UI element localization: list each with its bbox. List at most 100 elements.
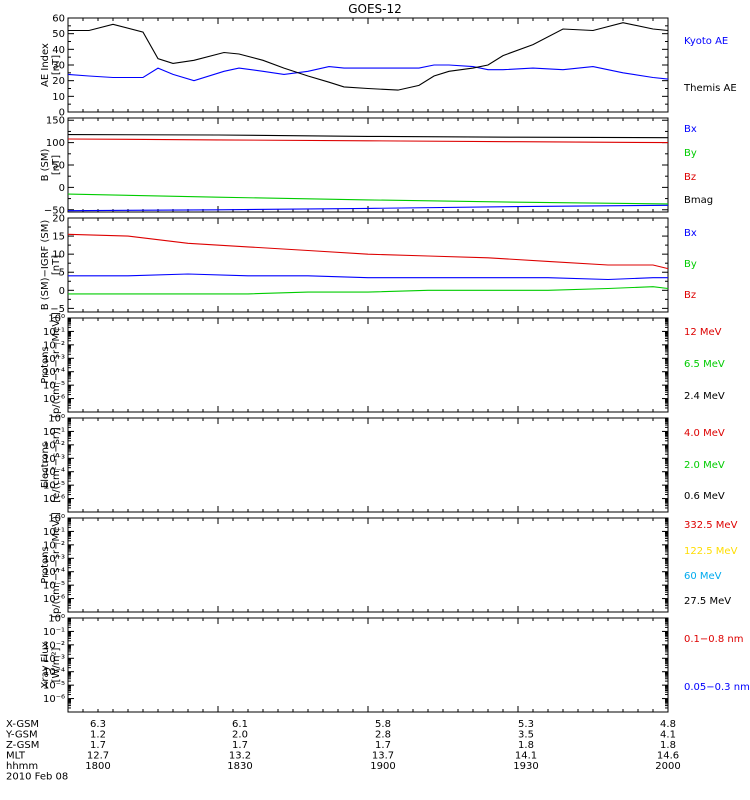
y-axis-label: [p/(cm²−s−sr−MeV)] bbox=[51, 312, 62, 418]
ephemeris-value: 2.8 bbox=[375, 730, 391, 741]
legend-entry: 60 MeV bbox=[684, 571, 722, 582]
y-tick-label: 10⁰ bbox=[48, 314, 65, 325]
y-axis-label: Protons bbox=[40, 546, 51, 583]
series-line bbox=[67, 134, 669, 139]
series-line bbox=[67, 204, 669, 212]
y-tick-label: 10⁻⁶ bbox=[43, 594, 65, 605]
y-tick-label: 100 bbox=[46, 138, 65, 149]
ephemeris-row-label: Z-GSM bbox=[6, 740, 39, 751]
series-line bbox=[67, 64, 669, 82]
y-tick-label: 10⁻³ bbox=[43, 354, 65, 365]
y-tick-label: 5 bbox=[59, 268, 65, 279]
y-tick-label: 10⁻¹ bbox=[43, 327, 65, 338]
legend-entry: 2.4 MeV bbox=[684, 391, 725, 402]
ephemeris-value: 5.3 bbox=[518, 719, 534, 730]
y-tick-label: 10⁻¹ bbox=[43, 627, 65, 638]
ephemeris-value: 4.8 bbox=[660, 719, 676, 730]
ephemeris-value: 6.3 bbox=[90, 719, 106, 730]
ephemeris-value: 13.7 bbox=[372, 751, 394, 762]
y-tick-label: 15 bbox=[52, 232, 65, 243]
legend-entry: Themis AE bbox=[683, 83, 737, 94]
y-axis-label: Electrons bbox=[40, 442, 51, 488]
ephemeris-row-label: hhmm bbox=[6, 761, 38, 772]
ephemeris-value: 13.2 bbox=[229, 751, 251, 762]
ephemeris-value: 1900 bbox=[370, 761, 395, 772]
y-axis-label: [nT] bbox=[51, 55, 62, 75]
ephemeris-value: 1.8 bbox=[660, 740, 676, 751]
y-tick-label: 10⁻³ bbox=[43, 654, 65, 665]
y-tick-label: −5 bbox=[50, 304, 65, 315]
ephemeris-row-label: Y-GSM bbox=[5, 730, 38, 741]
y-tick-label: 30 bbox=[52, 61, 65, 72]
plot-date: 2010 Feb 08 bbox=[6, 772, 68, 783]
y-tick-label: 10⁻⁶ bbox=[43, 494, 65, 505]
ephemeris-value: 14.6 bbox=[657, 751, 679, 762]
y-tick-label: 0 bbox=[59, 183, 65, 194]
panel-frame bbox=[67, 117, 669, 213]
y-tick-label: 10⁻¹ bbox=[43, 427, 65, 438]
y-tick-label: 10 bbox=[52, 250, 65, 261]
legend-entry: 0.6 MeV bbox=[684, 491, 725, 502]
y-tick-label: 40 bbox=[52, 45, 65, 56]
legend-entry: Bz bbox=[684, 172, 696, 183]
legend-entry: 0.1−0.8 nm bbox=[684, 634, 743, 645]
panel-frame bbox=[67, 517, 669, 613]
legend-entry: Bx bbox=[684, 228, 697, 239]
y-tick-label: 10⁻⁴ bbox=[43, 467, 65, 478]
ephemeris-value: 14.1 bbox=[515, 751, 537, 762]
ephemeris-value: 1.7 bbox=[90, 740, 106, 751]
series-line bbox=[68, 22, 669, 91]
y-tick-label: 10⁻² bbox=[43, 440, 65, 451]
panel-frame bbox=[67, 217, 669, 313]
y-tick-label: 10⁰ bbox=[48, 414, 65, 425]
y-axis-label: B (SM)−IGRF (SM) bbox=[40, 220, 51, 311]
ephemeris-value: 1.8 bbox=[518, 740, 534, 751]
y-axis-label: [e/(cm²−s−sr)] bbox=[51, 427, 62, 503]
panel-frame bbox=[67, 417, 669, 513]
series-line bbox=[67, 193, 669, 205]
y-axis-label: [p/(cm²−s−sr−MeV)] bbox=[51, 512, 62, 618]
y-tick-label: 10⁻⁴ bbox=[43, 367, 65, 378]
y-tick-label: 10⁻⁵ bbox=[43, 681, 65, 692]
legend-entry: Bmag bbox=[684, 195, 713, 206]
y-tick-label: 10⁻⁴ bbox=[43, 667, 65, 678]
y-tick-label: 0 bbox=[59, 108, 65, 119]
legend-entry: 332.5 MeV bbox=[684, 520, 738, 531]
y-tick-label: 10⁻⁶ bbox=[43, 694, 65, 705]
legend-entry: 2.0 MeV bbox=[684, 460, 725, 471]
y-axis-label: [W/m²] bbox=[51, 647, 62, 682]
ephemeris-row-label: MLT bbox=[6, 751, 26, 762]
y-tick-label: 0 bbox=[59, 286, 65, 297]
legend-entry: 27.5 MeV bbox=[684, 596, 731, 607]
ephemeris-value: 2.0 bbox=[232, 730, 248, 741]
series-line bbox=[68, 273, 668, 281]
panel-frame bbox=[67, 317, 669, 413]
y-tick-label: 20 bbox=[52, 214, 65, 225]
ephemeris-value: 1.7 bbox=[232, 740, 248, 751]
y-tick-label: 10 bbox=[52, 92, 65, 103]
y-tick-label: 50 bbox=[52, 161, 65, 172]
y-tick-label: 10⁻⁵ bbox=[43, 381, 65, 392]
y-axis-label: [nT] bbox=[51, 155, 62, 175]
legend-entry: Bz bbox=[684, 290, 696, 301]
y-tick-label: 10⁻⁵ bbox=[43, 581, 65, 592]
legend-entry: 0.05−0.3 nm bbox=[684, 682, 750, 693]
legend-entry: 6.5 MeV bbox=[684, 359, 725, 370]
legend-entry: Bx bbox=[684, 124, 697, 135]
ephemeris-value: 3.5 bbox=[518, 730, 534, 741]
y-tick-label: 10⁰ bbox=[48, 614, 65, 625]
y-tick-label: 10⁻² bbox=[43, 640, 65, 651]
y-tick-label: 10⁻⁶ bbox=[43, 394, 65, 405]
y-tick-label: 60 bbox=[52, 14, 65, 25]
ephemeris-value: 1830 bbox=[227, 761, 252, 772]
y-axis-label: Protons bbox=[40, 346, 51, 383]
y-tick-label: 10⁻⁴ bbox=[43, 567, 65, 578]
y-tick-label: 10⁻² bbox=[43, 540, 65, 551]
ephemeris-value: 1.7 bbox=[375, 740, 391, 751]
legend-entry: 4.0 MeV bbox=[684, 428, 725, 439]
y-axis-label: AE Index bbox=[40, 43, 51, 87]
ephemeris-value: 12.7 bbox=[87, 751, 109, 762]
y-axis-label: B (SM) bbox=[40, 148, 51, 181]
ephemeris-row-label: X-GSM bbox=[6, 719, 39, 730]
